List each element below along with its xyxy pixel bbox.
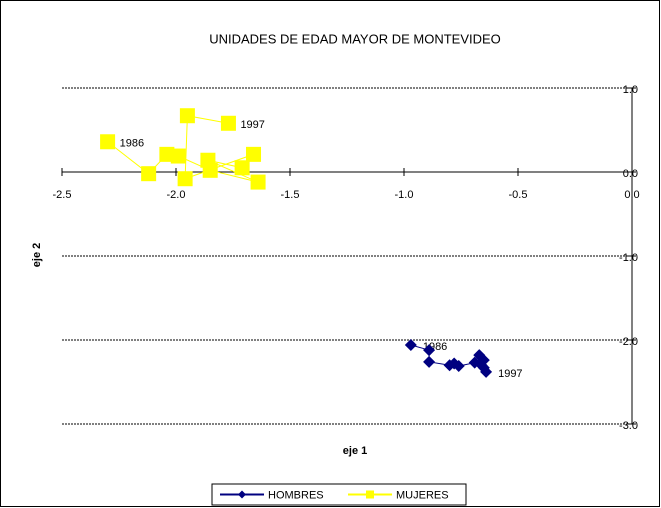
data-point <box>250 174 266 190</box>
data-point <box>234 160 250 176</box>
x-tick-label: -2.0 <box>167 189 186 201</box>
point-label: 1997 <box>240 119 264 131</box>
chart-title: UNIDADES DE EDAD MAYOR DE MONTEVIDEO <box>209 31 501 46</box>
data-point <box>452 360 465 373</box>
legend-label: MUJERES <box>396 489 449 501</box>
x-tick-label: -1.5 <box>281 189 300 201</box>
data-point <box>141 166 157 182</box>
data-point <box>179 108 195 124</box>
data-point <box>177 171 193 187</box>
legend-label: HOMBRES <box>268 489 324 501</box>
x-tick-label: -2.5 <box>53 189 72 201</box>
point-label: 1997 <box>498 368 522 380</box>
y-tick-label: -3.0 <box>619 420 638 432</box>
y-axis-title: eje 2 <box>31 243 43 267</box>
legend <box>211 483 467 506</box>
y-tick-label: -2.0 <box>619 336 638 348</box>
y-tick-label: -1.0 <box>619 252 638 264</box>
data-point <box>246 146 262 162</box>
data-point <box>404 339 417 352</box>
legend-marker <box>238 490 246 499</box>
data-point <box>423 355 436 368</box>
x-tick-label: -0.5 <box>509 189 528 201</box>
x-tick-label: -1.0 <box>395 189 414 201</box>
x-axis-title: eje 1 <box>343 445 367 457</box>
point-label: 1986 <box>120 138 144 150</box>
data-point <box>159 146 175 162</box>
data-point <box>200 152 216 168</box>
data-point <box>423 344 436 357</box>
y-tick-label: 0.0 <box>623 168 638 180</box>
data-point <box>170 148 186 164</box>
y-tick-label: 1.0 <box>623 84 638 96</box>
legend-marker <box>366 490 374 499</box>
data-point <box>480 365 493 378</box>
data-point <box>220 115 236 131</box>
data-point <box>100 134 116 150</box>
